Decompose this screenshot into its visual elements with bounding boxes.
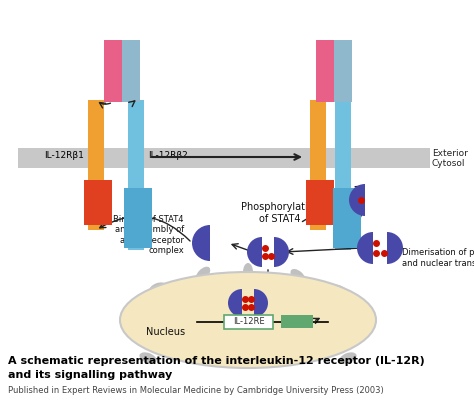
Wedge shape xyxy=(254,289,268,317)
Text: and its signalling pathway: and its signalling pathway xyxy=(8,370,172,380)
Ellipse shape xyxy=(149,282,167,293)
Wedge shape xyxy=(247,237,262,267)
Text: Published in Expert Reviews in Molecular Medicine by Cambridge University Press : Published in Expert Reviews in Molecular… xyxy=(8,386,384,395)
Text: Binding of STAT4
and assembly of
active receptor
complex: Binding of STAT4 and assembly of active … xyxy=(113,215,184,255)
Text: TYK2: TYK2 xyxy=(93,190,102,214)
Text: IL-12p35: IL-12p35 xyxy=(340,56,346,86)
Ellipse shape xyxy=(351,323,369,333)
Bar xyxy=(124,188,152,248)
Bar xyxy=(18,148,430,168)
Wedge shape xyxy=(349,184,365,216)
Text: Cytosol: Cytosol xyxy=(432,159,465,168)
Wedge shape xyxy=(192,225,210,261)
Ellipse shape xyxy=(329,284,346,296)
Bar xyxy=(310,100,326,230)
Text: Phosphorylation
of STAT4: Phosphorylation of STAT4 xyxy=(241,202,319,224)
Text: IL-12Rβ2: IL-12Rβ2 xyxy=(148,150,188,159)
Text: IL-12Rβ1: IL-12Rβ1 xyxy=(44,150,84,159)
Bar xyxy=(281,315,313,328)
Wedge shape xyxy=(357,232,373,264)
Bar xyxy=(333,188,361,248)
Text: JAK2: JAK2 xyxy=(343,207,352,229)
Bar xyxy=(306,180,334,225)
Text: Exterior: Exterior xyxy=(432,148,468,157)
Bar xyxy=(122,40,140,102)
Ellipse shape xyxy=(339,352,356,364)
Wedge shape xyxy=(274,237,289,267)
Bar xyxy=(88,100,104,230)
Ellipse shape xyxy=(139,352,156,364)
Text: Nucleus: Nucleus xyxy=(146,327,185,337)
Bar xyxy=(335,100,351,250)
Bar xyxy=(128,100,144,250)
Ellipse shape xyxy=(129,325,147,335)
Text: Dimerisation of pSTAT4
and nuclear translocation: Dimerisation of pSTAT4 and nuclear trans… xyxy=(402,248,474,268)
Text: JAK2: JAK2 xyxy=(134,207,143,229)
Text: IL-12p35: IL-12p35 xyxy=(128,56,134,86)
Bar xyxy=(316,40,334,102)
Text: TYK2: TYK2 xyxy=(316,190,325,214)
Ellipse shape xyxy=(196,267,210,281)
Bar xyxy=(84,180,112,225)
Wedge shape xyxy=(387,232,403,264)
Text: IL-12p40: IL-12p40 xyxy=(110,56,116,86)
Bar xyxy=(104,40,122,102)
Ellipse shape xyxy=(243,263,253,281)
Bar xyxy=(334,40,352,102)
FancyBboxPatch shape xyxy=(225,314,273,328)
Wedge shape xyxy=(228,289,242,317)
Text: IL-12RE: IL-12RE xyxy=(233,317,265,326)
Ellipse shape xyxy=(291,269,306,283)
Ellipse shape xyxy=(120,272,376,368)
Text: A schematic representation of the interleukin-12 receptor (IL-12R): A schematic representation of the interl… xyxy=(8,356,425,366)
Text: IL-12p40: IL-12p40 xyxy=(322,56,328,86)
